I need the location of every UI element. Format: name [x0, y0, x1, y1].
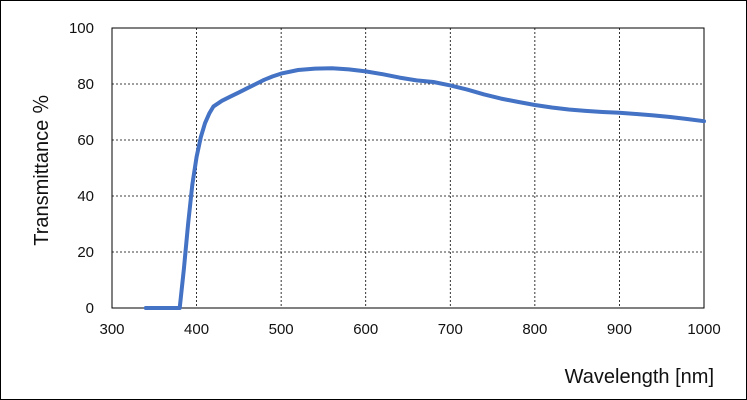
x-tick-label: 300 — [99, 321, 124, 338]
y-tick-label: 0 — [86, 300, 94, 317]
y-axis-title: Transmittance ％ — [31, 94, 53, 246]
x-tick-label: 500 — [269, 321, 294, 338]
x-tick-label: 1000 — [687, 321, 720, 338]
series-group — [143, 66, 706, 310]
plot-area — [111, 27, 705, 309]
y-tick-label: 80 — [77, 76, 94, 93]
y-tick-label: 20 — [77, 244, 94, 261]
x-tick-label: 400 — [184, 321, 209, 338]
x-tick-label: 600 — [353, 321, 378, 338]
tick-labels: 300 400 500 600 700 800 900 1000 0 20 40 60 80 100 — [69, 20, 721, 338]
y-tick-label: 100 — [69, 20, 94, 37]
x-tick-label: 900 — [607, 321, 632, 338]
x-axis-title: Wavelength [nm] — [565, 366, 714, 388]
series-line — [143, 66, 706, 310]
y-tick-label: 60 — [77, 132, 94, 149]
y-tick-label: 40 — [77, 188, 94, 205]
x-tick-label: 700 — [438, 321, 463, 338]
x-tick-label: 800 — [522, 321, 547, 338]
